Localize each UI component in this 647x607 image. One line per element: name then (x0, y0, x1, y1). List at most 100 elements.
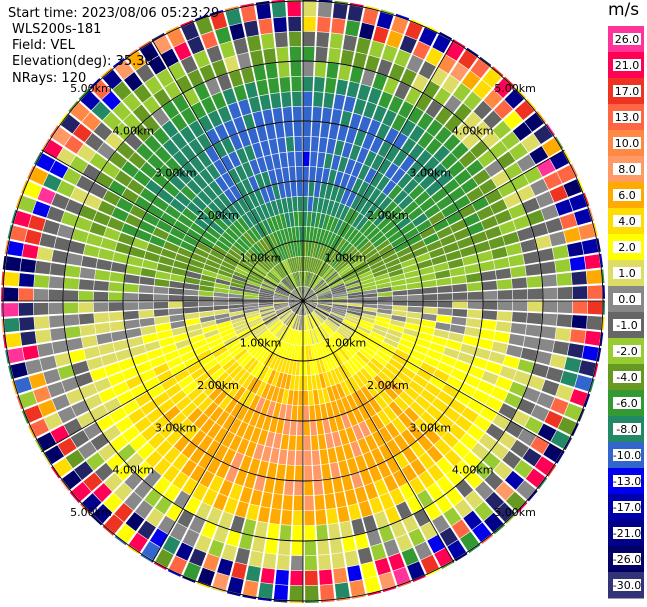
velocity-gate (98, 387, 116, 403)
velocity-gate (200, 315, 215, 323)
velocity-gate (474, 347, 491, 360)
velocity-gate (86, 233, 103, 247)
velocity-gate (377, 461, 392, 478)
velocity-gate (230, 245, 245, 257)
velocity-gate (214, 371, 229, 386)
velocity-gate (422, 287, 438, 294)
velocity-gate (184, 496, 201, 515)
velocity-gate (356, 37, 371, 55)
velocity-gate (331, 285, 346, 292)
velocity-gate (49, 315, 65, 328)
colorbar-unit: m/s (608, 0, 640, 20)
velocity-gate (473, 100, 493, 120)
velocity-gate (272, 184, 281, 200)
velocity-gate (378, 196, 393, 212)
velocity-gate (372, 73, 388, 91)
velocity-gate (344, 378, 356, 394)
velocity-gate (426, 483, 444, 501)
velocity-gate (289, 329, 296, 344)
velocity-gate (325, 319, 338, 331)
velocity-gate (148, 384, 165, 399)
velocity-gate (281, 280, 293, 291)
velocity-gate (197, 190, 212, 206)
velocity-gate (275, 290, 289, 297)
velocity-gate (164, 81, 182, 100)
velocity-gate (418, 470, 435, 489)
velocity-gate (332, 3, 348, 20)
velocity-gate (336, 597, 351, 602)
velocity-gate (425, 47, 444, 67)
velocity-gate (165, 205, 181, 220)
velocity-gate (352, 407, 364, 424)
velocity-gate (251, 536, 266, 553)
velocity-gate (267, 369, 277, 385)
velocity-gate (362, 8, 379, 26)
velocity-gate (321, 341, 330, 356)
velocity-gate (57, 224, 75, 239)
velocity-gate (93, 280, 109, 291)
velocity-gate (314, 310, 326, 321)
velocity-gate (155, 323, 171, 333)
velocity-gate (425, 382, 441, 397)
velocity-gate (429, 376, 446, 390)
velocity-gate (203, 381, 219, 396)
velocity-gate (184, 283, 200, 290)
velocity-gate (356, 389, 368, 404)
velocity-gate (273, 298, 289, 301)
velocity-gate (388, 96, 404, 114)
velocity-gate (171, 326, 188, 336)
velocity-gate (213, 346, 228, 358)
velocity-gate (303, 31, 316, 47)
velocity-gate (96, 259, 112, 271)
velocity-gate (140, 268, 157, 278)
velocity-gate (109, 321, 126, 332)
velocity-gate (294, 375, 300, 391)
velocity-gate (235, 165, 248, 181)
velocity-gate (86, 356, 104, 371)
velocity-gate (125, 214, 142, 228)
velocity-gate (276, 357, 285, 372)
velocity-gate (442, 178, 460, 195)
velocity-gate (316, 307, 330, 316)
velocity-gate (471, 196, 489, 212)
velocity-gate (250, 427, 262, 444)
velocity-gate (383, 201, 398, 216)
velocity-gate (78, 441, 97, 460)
velocity-gate (271, 493, 283, 510)
velocity-gate (405, 21, 423, 40)
velocity-gate (306, 330, 310, 346)
velocity-gate (278, 245, 287, 260)
velocity-gate (392, 295, 408, 301)
velocity-gate (303, 301, 317, 307)
velocity-gate (126, 452, 144, 471)
velocity-gate (242, 254, 257, 266)
velocity-gate (260, 568, 275, 584)
velocity-gate (368, 256, 383, 267)
velocity-gate (198, 301, 214, 307)
velocity-gate (232, 320, 247, 328)
velocity-gate (424, 428, 441, 445)
colorbar-tick-label: 0.0 (618, 293, 636, 306)
velocity-gate (406, 495, 423, 514)
velocity-gate (189, 259, 205, 269)
velocity-gate (359, 22, 375, 40)
velocity-gate (398, 195, 414, 210)
velocity-gate (2, 334, 7, 349)
velocity-gate (237, 52, 252, 70)
velocity-gate (417, 332, 433, 342)
velocity-gate (379, 426, 393, 443)
velocity-gate (303, 76, 314, 92)
velocity-gate (149, 235, 166, 248)
velocity-gate (376, 282, 392, 289)
velocity-gate (306, 211, 312, 227)
velocity-gate (307, 315, 313, 330)
velocity-gate (460, 343, 477, 356)
velocity-gate (57, 364, 75, 380)
velocity-gate (340, 49, 355, 66)
velocity-gate (330, 369, 340, 385)
velocity-gate (305, 315, 310, 330)
velocity-gate (21, 180, 28, 194)
velocity-gate (245, 313, 261, 320)
velocity-gate (165, 26, 179, 34)
velocity-gate (557, 286, 573, 300)
